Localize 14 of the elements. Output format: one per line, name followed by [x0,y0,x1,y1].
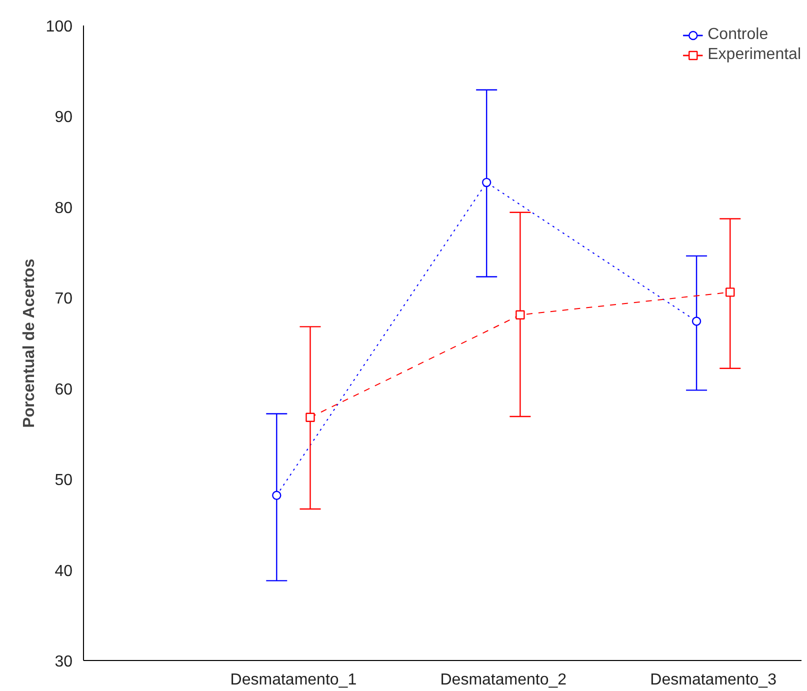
y-tick-label: 90 [54,109,73,126]
x-tick-label: Desmatamento_3 [650,672,777,688]
legend-label: Controle [708,26,768,44]
legend-label: Experimental [708,46,801,64]
y-axis-title: Porcentual de Acertos [20,258,38,428]
y-tick-label: 100 [46,18,73,36]
x-tick-label: Desmatamento_2 [440,672,567,688]
x-tick-label: Desmatamento_1 [230,672,357,688]
y-tick-label: 70 [54,290,73,308]
y-tick-label: 50 [54,472,73,490]
y-tick-label: 80 [54,200,73,217]
y-tick-label: 30 [54,654,73,670]
y-tick-label: 60 [54,381,73,398]
y-tick-label: 40 [54,562,73,580]
